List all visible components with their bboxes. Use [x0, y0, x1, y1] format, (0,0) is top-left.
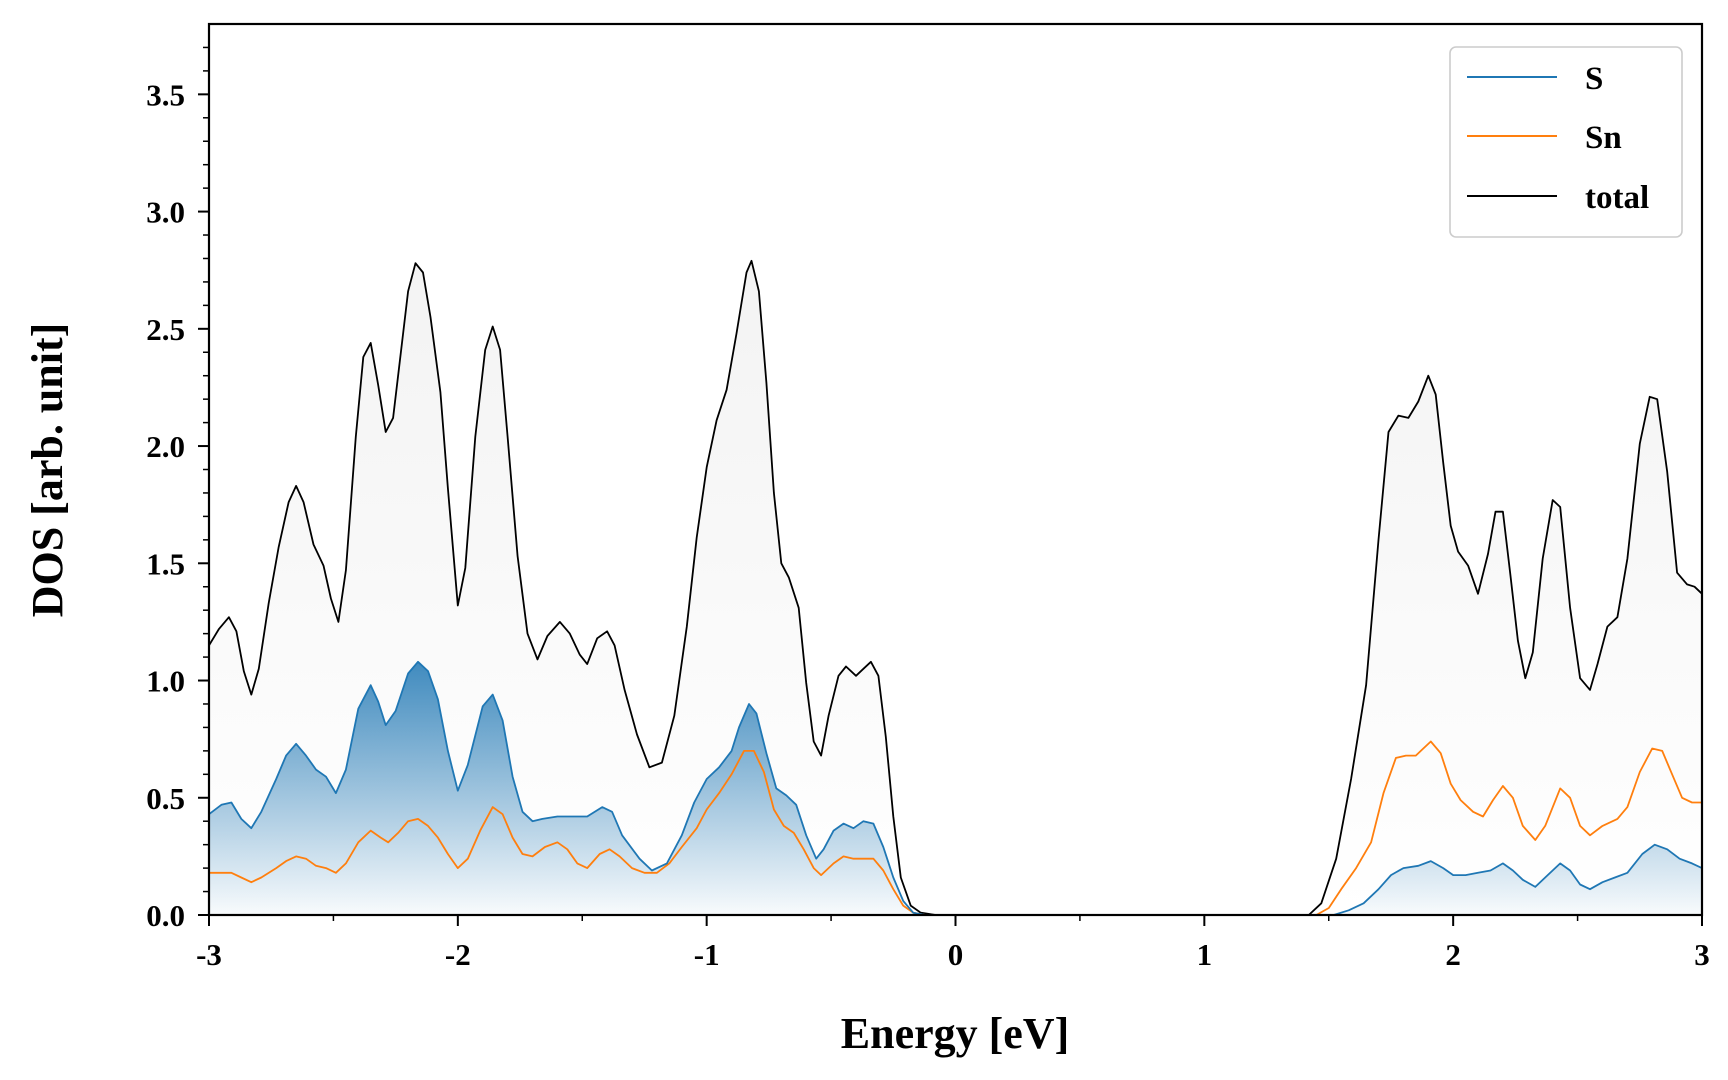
tick-layer: -3 -2 -1 0 1 2 3 0.0 0.5 1.0 1.5 2.0 2.5 3.0 3.5 [146, 46, 1710, 972]
series-line-s [209, 660, 1702, 915]
x-tick-label: 3 [1694, 937, 1710, 972]
plot-frame [207, 22, 1704, 917]
series-fill-s [209, 661, 1702, 915]
fill-layer [209, 260, 1702, 915]
legend-label-s: S [1585, 61, 1603, 97]
x-tick-label: -3 [196, 937, 222, 972]
y-tick-label: 0.0 [146, 898, 185, 933]
line-layer [209, 259, 1702, 915]
x-tick-label: 1 [1197, 937, 1213, 972]
y-tick-label: 3.5 [146, 77, 185, 112]
y-tick-label: 2.0 [146, 429, 185, 464]
series-fill-total [209, 260, 1702, 915]
y-tick-label: 0.5 [146, 781, 185, 816]
x-tick-label: -1 [694, 937, 720, 972]
legend-label-sn: Sn [1585, 120, 1622, 156]
x-tick-label: 2 [1445, 937, 1461, 972]
x-tick-label: -2 [445, 937, 471, 972]
series-line-total [209, 259, 1702, 915]
legend: S Sn total [1449, 46, 1683, 238]
series-line-sn [209, 740, 1702, 915]
x-axis-title: Energy [eV] [841, 1009, 1070, 1058]
legend-label-total: total [1585, 180, 1649, 216]
y-tick-label: 3.0 [146, 195, 185, 230]
y-tick-label: 2.5 [146, 312, 185, 347]
y-tick-label: 1.0 [146, 664, 185, 699]
legend-box [1449, 46, 1683, 238]
y-axis-title: DOS [arb. unit] [23, 323, 72, 618]
x-tick-label: 0 [948, 937, 964, 972]
y-tick-label: 1.5 [146, 546, 185, 581]
